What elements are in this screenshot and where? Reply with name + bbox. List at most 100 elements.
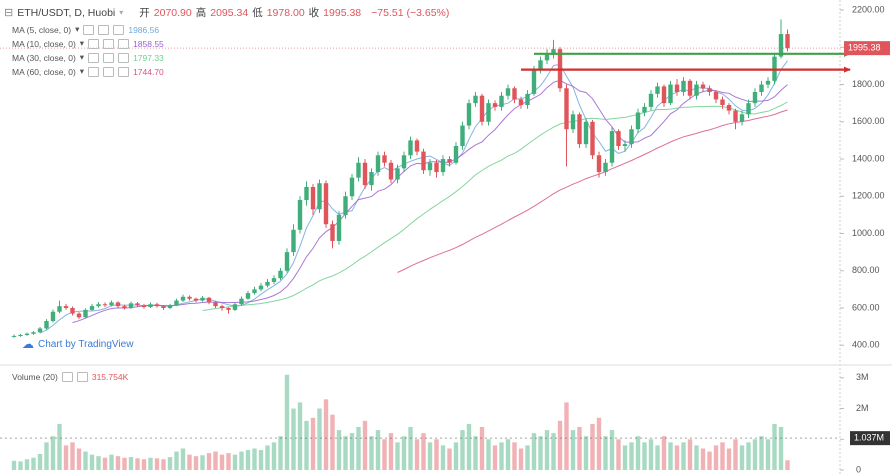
volume-bar xyxy=(765,439,771,470)
candle-body xyxy=(700,84,706,89)
dropdown[interactable]: ▾ xyxy=(75,24,80,34)
settings-icon[interactable] xyxy=(103,38,115,49)
candle-body xyxy=(161,306,166,308)
close-icon[interactable] xyxy=(118,52,130,63)
volume-bar xyxy=(102,457,108,470)
settings-icon[interactable] xyxy=(98,24,110,35)
candle-body xyxy=(284,252,290,271)
close-icon[interactable] xyxy=(118,38,130,49)
volume-legend: Volume (20) 315.754K xyxy=(12,372,128,382)
candle-body xyxy=(226,307,231,310)
candle-body xyxy=(50,311,56,322)
candle-body xyxy=(460,125,465,146)
volume-bar xyxy=(336,430,342,470)
close-icon[interactable] xyxy=(118,66,130,77)
candle-body xyxy=(622,144,628,146)
close-icon[interactable] xyxy=(113,24,125,35)
volume-bar xyxy=(453,442,459,470)
candle-body xyxy=(44,321,49,329)
volume-bar xyxy=(687,439,693,470)
settings-icon[interactable] xyxy=(103,66,115,77)
volume-bar xyxy=(135,458,140,470)
volume-bar xyxy=(57,423,62,470)
candle-body xyxy=(174,300,179,306)
candle-body xyxy=(323,183,329,225)
volume-bar xyxy=(785,460,790,470)
ray-arrow xyxy=(844,66,851,73)
credit[interactable]: ☁ Chart by TradingView xyxy=(22,337,133,351)
candle-body xyxy=(382,155,387,163)
volume-bar xyxy=(50,436,56,470)
candle-body xyxy=(720,99,725,106)
volume-bar xyxy=(564,402,569,470)
volume-bar xyxy=(434,439,439,470)
candle-body xyxy=(57,306,62,312)
volume-bar xyxy=(609,430,615,470)
candle-body xyxy=(70,307,75,314)
volume-bar xyxy=(44,442,49,470)
candle-body xyxy=(538,60,543,70)
candle-body xyxy=(31,332,36,334)
eye-icon[interactable] xyxy=(88,66,100,77)
volume-bar xyxy=(323,399,329,470)
volume-bar xyxy=(642,442,647,470)
dropdown[interactable]: ▾ xyxy=(79,38,85,48)
candle-body xyxy=(297,199,303,230)
volume-bar xyxy=(388,433,394,470)
candle-body xyxy=(603,162,608,173)
close: 1995.38 xyxy=(323,6,362,19)
volume-bar xyxy=(596,417,602,470)
candle-body xyxy=(486,103,491,122)
high-label: 高 xyxy=(195,7,207,19)
y-tick-label: 2200.00 xyxy=(852,4,885,14)
volume-tick-label: 3M xyxy=(856,372,869,382)
candle-body xyxy=(18,334,23,336)
eye-icon[interactable] xyxy=(83,24,95,35)
collapse-icon[interactable]: ⊟ xyxy=(4,7,14,19)
candle-body xyxy=(291,229,296,253)
close-label: 收 xyxy=(308,7,320,19)
volume-bar xyxy=(525,445,530,470)
candle-body xyxy=(564,88,569,130)
y-tick-label: 800.00 xyxy=(852,265,880,275)
dropdown[interactable]: ▾ xyxy=(79,66,85,76)
volume-bar xyxy=(219,454,225,470)
dropdown[interactable]: ▾ xyxy=(119,8,124,17)
candle-body xyxy=(369,172,374,186)
candle-body xyxy=(232,304,238,310)
candle-body xyxy=(713,91,719,100)
eye-icon[interactable] xyxy=(88,38,100,49)
candle-body xyxy=(362,162,368,186)
y-tick-label: 1800.00 xyxy=(852,79,885,89)
volume-bar xyxy=(375,430,381,470)
volume-bar xyxy=(473,436,478,470)
candle-body xyxy=(154,304,160,307)
candle-body xyxy=(466,103,472,126)
candle-body xyxy=(102,304,108,306)
candle-body xyxy=(336,214,342,241)
credit-text: Chart by TradingView xyxy=(38,338,134,350)
candle-body xyxy=(739,114,745,122)
eye-icon[interactable] xyxy=(61,372,73,382)
settings-icon[interactable] xyxy=(103,52,115,63)
candle-body xyxy=(681,80,686,92)
candle-body xyxy=(616,131,621,146)
candle-body xyxy=(206,297,212,303)
candle-body xyxy=(778,34,784,57)
candle-body xyxy=(473,95,478,104)
candle-body xyxy=(752,91,758,104)
dropdown[interactable]: ▾ xyxy=(79,52,85,62)
volume-bar xyxy=(739,445,745,470)
candle-body xyxy=(141,305,147,308)
candle-body xyxy=(395,168,400,180)
header: ⊟ ETH/USDT, D, Huobi ▾ 开 2070.90 高 2095.34… xyxy=(4,5,449,20)
candle-body xyxy=(258,285,264,290)
volume-bar xyxy=(752,439,758,470)
candle-body xyxy=(349,177,355,197)
volume-bar xyxy=(726,448,732,470)
close-icon[interactable] xyxy=(76,372,88,382)
eye-icon[interactable] xyxy=(88,52,100,63)
volume-bar xyxy=(713,445,719,470)
volume-bar xyxy=(674,445,680,470)
candle-body xyxy=(590,121,595,156)
